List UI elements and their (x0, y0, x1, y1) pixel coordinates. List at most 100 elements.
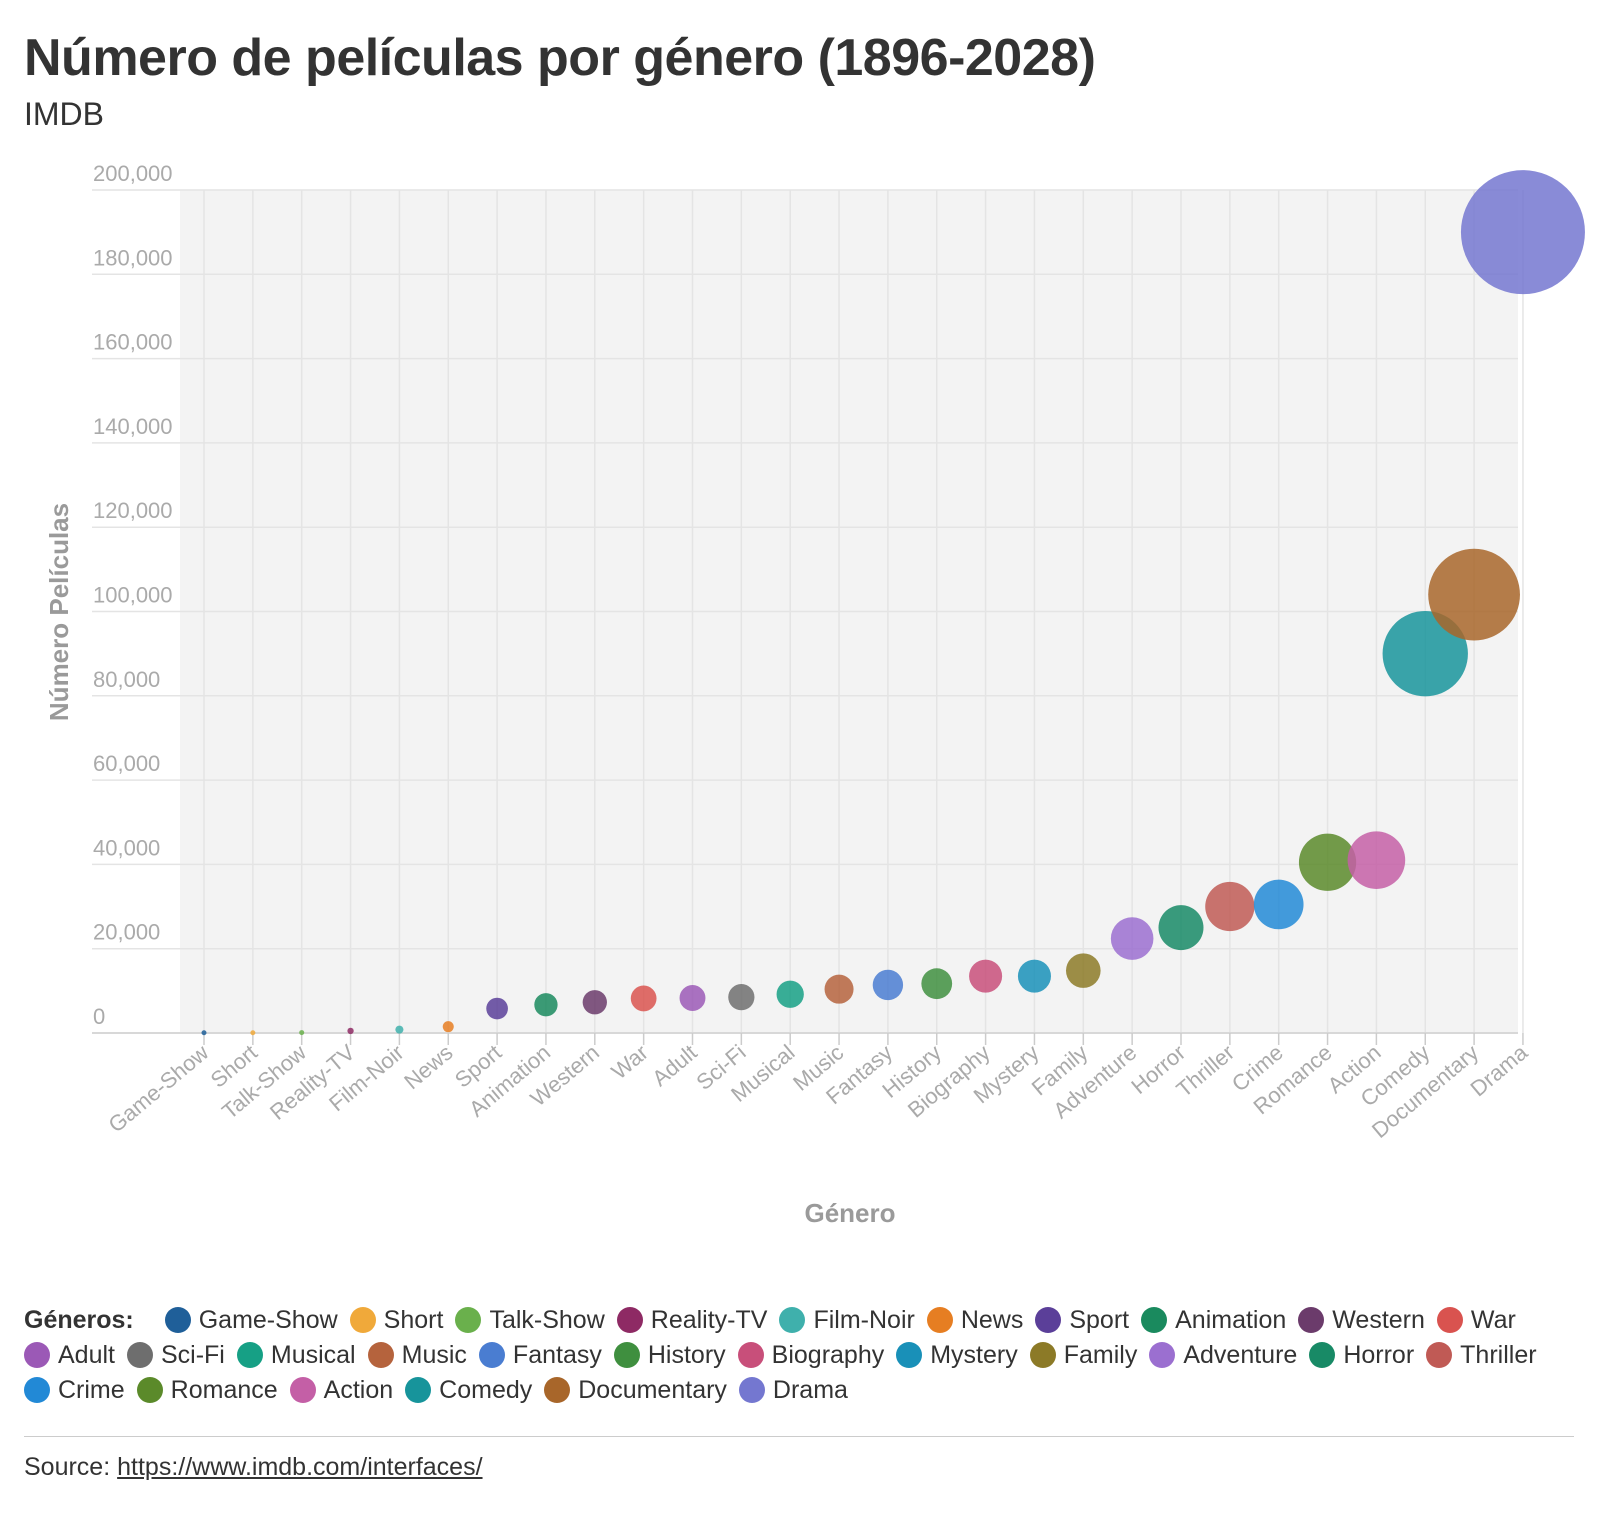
bubble-adult[interactable] (679, 985, 706, 1011)
legend-item-history[interactable]: History (613, 1338, 726, 1373)
bubble-romance[interactable] (1298, 833, 1357, 891)
y-tick-label: 0 (93, 1004, 105, 1029)
bubble-documentary[interactable] (1428, 548, 1520, 641)
legend: Géneros: Game-Show Short Talk-Show Reality-… (24, 1303, 1564, 1408)
legend-label: Thriller (1460, 1341, 1537, 1369)
bubble-drama[interactable] (1460, 170, 1585, 295)
bubble-comedy[interactable] (1382, 610, 1468, 697)
legend-label: Western (1332, 1306, 1425, 1334)
bubble-western[interactable] (582, 990, 607, 1015)
legend-label: Romance (170, 1376, 278, 1404)
legend-item-sport[interactable]: Sport (1035, 1303, 1129, 1338)
legend-item-documentary[interactable]: Documentary (544, 1373, 727, 1408)
legend-item-film-noir[interactable]: Film-Noir (779, 1303, 915, 1338)
legend-swatch (478, 1342, 505, 1368)
legend-item-musical[interactable]: Musical (236, 1338, 356, 1373)
legend-swatch (616, 1307, 643, 1333)
legend-item-family[interactable]: Family (1029, 1338, 1138, 1373)
bubble-horror[interactable] (1158, 905, 1204, 951)
legend-label: Reality-TV (650, 1306, 768, 1334)
bubble-sport[interactable] (486, 997, 508, 1020)
legend-label: Film-Noir (813, 1306, 915, 1334)
x-tick-label: News (399, 1040, 457, 1095)
bubble-mystery[interactable] (1017, 959, 1051, 993)
legend-label: Sport (1069, 1306, 1130, 1334)
y-tick-label: 100,000 (93, 583, 173, 608)
legend-swatch (405, 1377, 432, 1403)
bubble-family[interactable] (1065, 953, 1101, 988)
legend-item-comedy[interactable]: Comedy (405, 1373, 532, 1408)
y-tick-label: 200,000 (93, 161, 173, 186)
legend-swatch (544, 1377, 571, 1403)
legend-label: Music (401, 1341, 467, 1369)
legend-item-crime[interactable]: Crime (24, 1373, 125, 1408)
legend-item-talk-show[interactable]: Talk-Show (455, 1303, 605, 1338)
legend-item-adult[interactable]: Adult (24, 1338, 115, 1373)
chart-subtitle: IMDB (24, 96, 104, 132)
legend-item-romance[interactable]: Romance (136, 1373, 278, 1408)
legend-item-western[interactable]: Western (1298, 1303, 1425, 1338)
legend-label: Mystery (930, 1341, 1018, 1369)
legend-item-short[interactable]: Short (349, 1303, 444, 1338)
y-tick-label: 80,000 (93, 667, 160, 692)
legend-label: News (960, 1306, 1024, 1334)
source-line: Source: https://www.imdb.com/interfaces/ (24, 1453, 483, 1482)
bubble-history[interactable] (921, 968, 953, 1000)
legend-label: Short (383, 1306, 444, 1334)
legend-label: Biography (771, 1341, 885, 1369)
legend-item-reality-tv[interactable]: Reality-TV (616, 1303, 768, 1338)
bubble-film-noir[interactable] (395, 1025, 404, 1034)
bubble-short[interactable] (250, 1030, 256, 1036)
legend-label: War (1470, 1306, 1516, 1334)
legend-swatch (926, 1307, 953, 1333)
x-tick-label: Game-Show (103, 1040, 213, 1138)
bubble-thriller[interactable] (1205, 881, 1255, 932)
y-tick-label: 140,000 (93, 414, 173, 439)
legend-label: Horror (1343, 1341, 1415, 1369)
bubble-talk-show[interactable] (299, 1030, 305, 1036)
legend-label: Action (323, 1376, 394, 1404)
legend-item-thriller[interactable]: Thriller (1426, 1338, 1537, 1373)
legend-item-game-show[interactable]: Game-Show (164, 1303, 338, 1338)
bubble-game-show[interactable] (201, 1030, 207, 1036)
bubble-crime[interactable] (1253, 879, 1304, 930)
bubble-musical[interactable] (776, 980, 804, 1008)
legend-item-action[interactable]: Action (289, 1373, 394, 1408)
legend-label: Family (1063, 1341, 1138, 1369)
bubble-fantasy[interactable] (872, 969, 904, 1001)
legend-swatch (367, 1342, 394, 1368)
legend-item-sci-fi[interactable]: Sci-Fi (126, 1338, 225, 1373)
legend-swatch (1029, 1342, 1056, 1368)
bubble-reality-tv[interactable] (347, 1027, 354, 1035)
x-axis-label: Género (804, 1198, 895, 1228)
divider (24, 1436, 1574, 1437)
legend-item-war[interactable]: War (1436, 1303, 1516, 1338)
bubble-war[interactable] (630, 985, 657, 1012)
bubble-chart: 0 20,000 40,000 60,000 80,000 100,000 120,000 1… (44, 161, 1585, 1228)
legend-label: Adult (58, 1341, 115, 1369)
legend-label: Drama (772, 1376, 848, 1404)
legend-swatch (1309, 1342, 1336, 1368)
legend-label: Crime (58, 1376, 125, 1404)
bubble-news[interactable] (442, 1021, 454, 1033)
legend-item-biography[interactable]: Biography (737, 1338, 885, 1373)
legend-item-animation[interactable]: Animation (1141, 1303, 1286, 1338)
bubble-biography[interactable] (969, 959, 1003, 993)
legend-item-adventure[interactable]: Adventure (1149, 1338, 1297, 1373)
legend-label: History (647, 1341, 726, 1369)
bubble-action[interactable] (1347, 831, 1406, 889)
legend-item-music[interactable]: Music (367, 1338, 467, 1373)
source-link[interactable]: https://www.imdb.com/interfaces/ (117, 1453, 483, 1481)
legend-item-drama[interactable]: Drama (738, 1373, 848, 1408)
legend-item-news[interactable]: News (926, 1303, 1024, 1338)
bubble-adventure[interactable] (1110, 917, 1154, 960)
bubble-sci-fi[interactable] (728, 984, 755, 1011)
legend-swatch (896, 1342, 923, 1368)
legend-item-mystery[interactable]: Mystery (896, 1338, 1018, 1373)
legend-swatch (738, 1377, 765, 1403)
y-tick-label: 120,000 (93, 498, 173, 523)
bubble-animation[interactable] (534, 993, 558, 1017)
legend-item-horror[interactable]: Horror (1309, 1338, 1414, 1373)
bubble-music[interactable] (824, 974, 854, 1004)
legend-item-fantasy[interactable]: Fantasy (478, 1338, 602, 1373)
